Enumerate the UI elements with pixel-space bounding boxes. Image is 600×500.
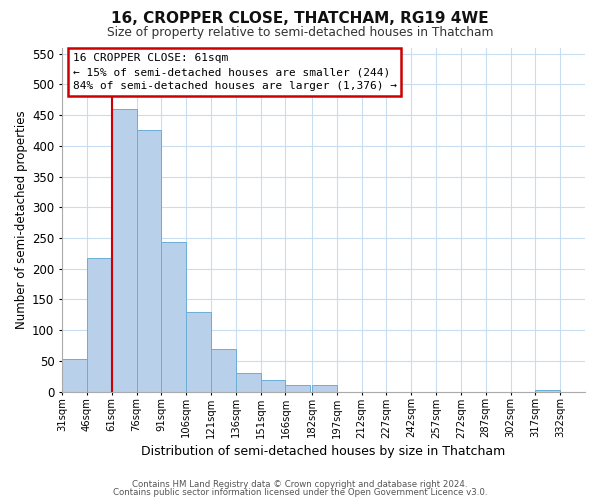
Bar bbox=[286, 386, 310, 392]
Text: Size of property relative to semi-detached houses in Thatcham: Size of property relative to semi-detach… bbox=[107, 26, 493, 39]
Bar bbox=[535, 390, 560, 392]
Y-axis label: Number of semi-detached properties: Number of semi-detached properties bbox=[15, 110, 28, 329]
Bar bbox=[87, 258, 112, 392]
Text: Contains public sector information licensed under the Open Government Licence v3: Contains public sector information licen… bbox=[113, 488, 487, 497]
Bar bbox=[161, 242, 186, 392]
Bar bbox=[62, 359, 87, 392]
Bar bbox=[112, 109, 137, 392]
Text: Contains HM Land Registry data © Crown copyright and database right 2024.: Contains HM Land Registry data © Crown c… bbox=[132, 480, 468, 489]
Bar bbox=[260, 380, 286, 392]
Bar bbox=[137, 130, 161, 392]
Bar bbox=[312, 386, 337, 392]
Bar bbox=[236, 373, 260, 392]
Text: 16 CROPPER CLOSE: 61sqm
← 15% of semi-detached houses are smaller (244)
84% of s: 16 CROPPER CLOSE: 61sqm ← 15% of semi-de… bbox=[73, 52, 397, 92]
Bar bbox=[186, 312, 211, 392]
X-axis label: Distribution of semi-detached houses by size in Thatcham: Distribution of semi-detached houses by … bbox=[142, 444, 506, 458]
Bar bbox=[211, 349, 236, 392]
Text: 16, CROPPER CLOSE, THATCHAM, RG19 4WE: 16, CROPPER CLOSE, THATCHAM, RG19 4WE bbox=[111, 11, 489, 26]
